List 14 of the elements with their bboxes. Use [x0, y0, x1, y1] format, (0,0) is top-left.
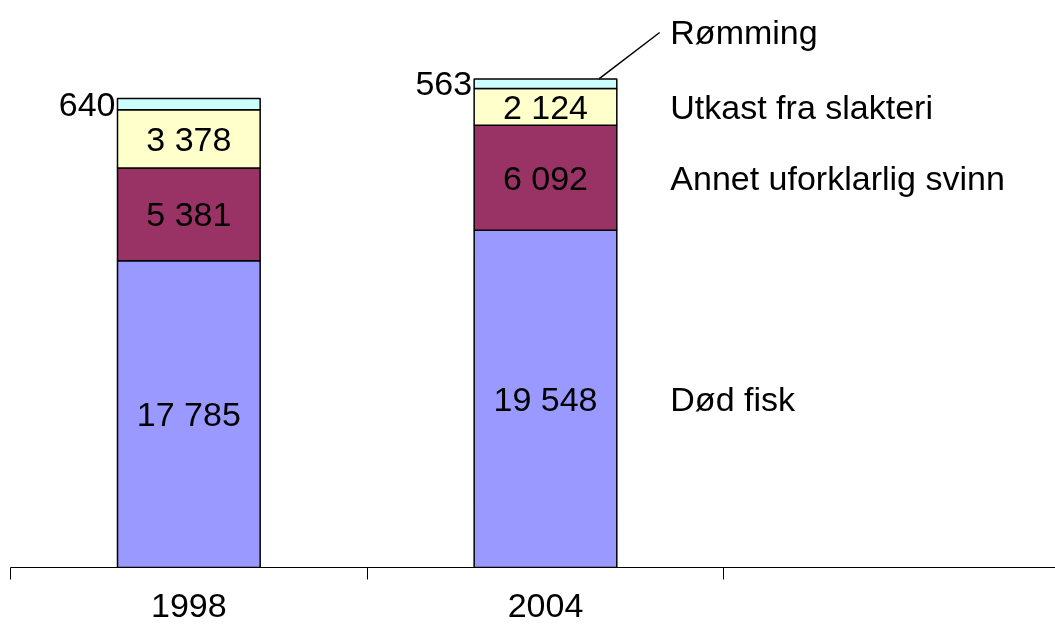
data-label: 563 — [415, 64, 473, 103]
data-label: 3 378 — [146, 119, 232, 158]
x-tick-label: 2004 — [507, 585, 584, 624]
data-label: 19 548 — [493, 379, 598, 418]
series-label: Død fisk — [670, 379, 796, 418]
series-label: Utkast fra slakteri — [670, 87, 933, 126]
data-label: 5 381 — [146, 195, 232, 234]
data-label: 640 — [58, 84, 116, 123]
data-label: 6 092 — [502, 158, 589, 197]
legend-label: Rømming — [670, 13, 818, 52]
data-label: 17 785 — [136, 395, 241, 434]
data-label: 2 124 — [502, 87, 589, 126]
series-label: Annet uforklarlig svinn — [670, 158, 1005, 197]
x-tick-label: 1998 — [151, 585, 227, 624]
